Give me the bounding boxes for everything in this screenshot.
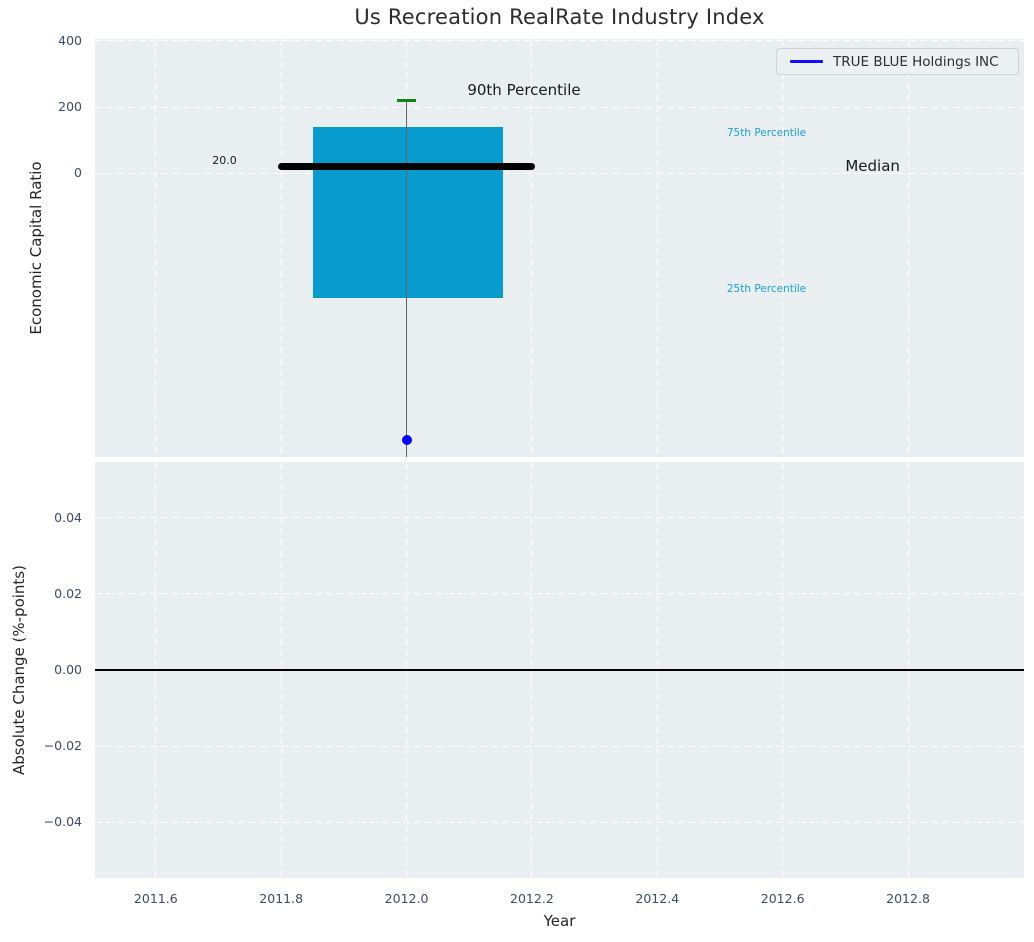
legend: TRUE BLUE Holdings INC xyxy=(776,48,1019,75)
annotation-25th-percentile: 25th Percentile xyxy=(726,282,807,295)
boxplot-whisker-line xyxy=(405,100,408,457)
gridline-horizontal xyxy=(95,106,1024,108)
x-tick-label: 2012.2 xyxy=(510,891,554,906)
x-tick-label: 2012.8 xyxy=(886,891,930,906)
y-tick-label: 0.04 xyxy=(54,509,82,525)
gridline-vertical xyxy=(907,39,909,457)
x-tick-label: 2011.6 xyxy=(133,891,178,906)
y-tick-label: −0.02 xyxy=(43,738,82,754)
x-tick-label: 2012.6 xyxy=(760,891,805,906)
top-axes: 90th Percentile 75th Percentile Median 25th… xyxy=(95,39,1024,457)
y-tick-label: 0.00 xyxy=(54,662,82,677)
annotation-20-0: 20.0 xyxy=(212,153,237,167)
annotation-75th-percentile: 75th Percentile xyxy=(726,127,807,140)
bottom-axes xyxy=(95,462,1024,878)
company-data-point xyxy=(401,435,412,446)
y-tick-label: 400 xyxy=(58,32,82,48)
y-axis-label-top: Economic Capital Ratio xyxy=(27,161,45,335)
annotation-90th-percentile: 90th Percentile xyxy=(467,80,581,99)
gridline-horizontal xyxy=(95,172,1024,174)
annotation-median: Median xyxy=(845,156,900,175)
zero-reference-line xyxy=(95,669,1024,671)
y-tick-label: 0 xyxy=(74,165,82,181)
gridline-vertical xyxy=(656,39,658,457)
gridline-vertical xyxy=(280,39,282,457)
x-tick-label: 2012.0 xyxy=(384,891,429,906)
chart-title: Us Recreation RealRate Industry Index xyxy=(354,5,765,29)
gridline-horizontal xyxy=(95,821,1024,823)
boxplot-median-line xyxy=(278,163,536,171)
gridline-vertical xyxy=(155,39,157,457)
gridline-horizontal xyxy=(95,593,1024,595)
x-tick-label: 2011.8 xyxy=(259,891,304,906)
gridline-horizontal xyxy=(95,40,1024,42)
gridline-horizontal xyxy=(95,745,1024,747)
gridline-vertical xyxy=(531,39,533,457)
boxplot-p90-cap xyxy=(397,98,416,102)
y-tick-label: 200 xyxy=(58,99,82,114)
x-axis-label: Year xyxy=(543,912,576,930)
gridline-horizontal xyxy=(95,517,1024,519)
y-tick-label: 0.02 xyxy=(54,585,82,601)
legend-label: TRUE BLUE Holdings INC xyxy=(833,53,999,70)
y-tick-label: −0.04 xyxy=(43,814,82,830)
legend-line-sample xyxy=(790,60,823,63)
x-tick-label: 2012.4 xyxy=(635,891,680,906)
gridline-vertical xyxy=(782,39,784,457)
boxplot-iqr-box xyxy=(312,126,504,298)
